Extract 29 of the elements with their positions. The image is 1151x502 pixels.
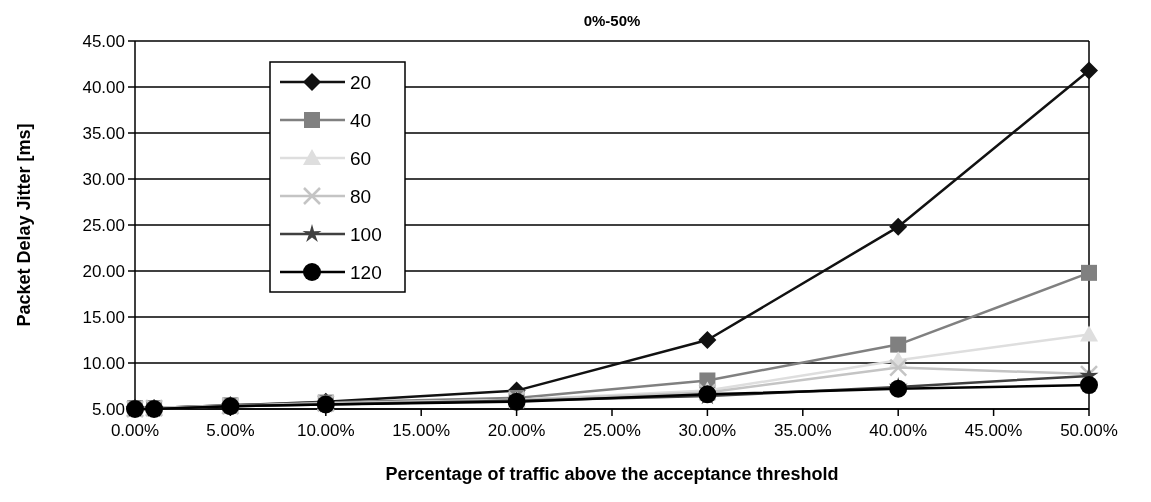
y-tick-label: 35.00 — [82, 124, 125, 143]
y-axis-title: Packet Delay Jitter [ms] — [14, 123, 34, 327]
y-tick-label: 45.00 — [82, 32, 125, 51]
x-tick-label: 50.00% — [1060, 421, 1118, 440]
legend-label: 60 — [350, 148, 372, 169]
chart-title: 0%-50% — [583, 12, 641, 29]
y-tick-label: 20.00 — [82, 262, 125, 281]
legend-label: 20 — [350, 72, 372, 93]
x-tick-label: 10.00% — [296, 421, 355, 440]
x-tick-label: 40.00% — [869, 421, 928, 440]
x-tick-label: 30.00% — [678, 421, 737, 440]
x-tick-label: 45.00% — [964, 421, 1023, 440]
legend-label: 80 — [350, 186, 372, 207]
y-tick-label: 15.00 — [82, 308, 125, 327]
x-tick-label: 0.00% — [110, 421, 160, 440]
y-tick-label: 40.00 — [82, 78, 125, 97]
legend-label: 120 — [350, 262, 382, 283]
x-tick-label: 5.00% — [206, 421, 255, 440]
y-tick-label: 25.00 — [82, 216, 125, 235]
x-tick-label: 20.00% — [487, 421, 546, 440]
y-tick-label: 5.00 — [91, 400, 125, 419]
y-tick-label: 10.00 — [82, 354, 125, 373]
x-tick-label: 15.00% — [392, 421, 451, 440]
legend-label: 40 — [350, 110, 372, 131]
x-tick-label: 25.00% — [583, 421, 641, 440]
x-tick-label: 35.00% — [773, 421, 832, 440]
legend-label: 100 — [350, 224, 382, 245]
y-tick-label: 30.00 — [82, 170, 125, 189]
x-axis-title: Percentage of traffic above the acceptance threshold — [385, 464, 839, 484]
